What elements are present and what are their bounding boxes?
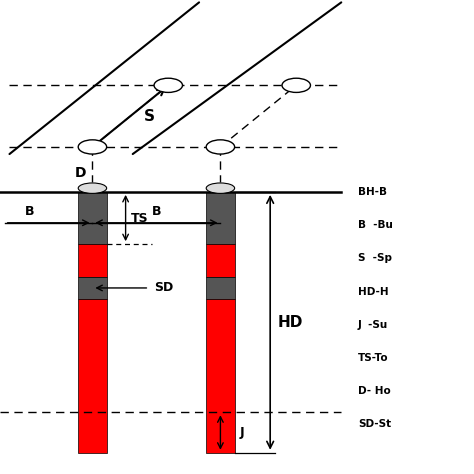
Text: J  -Su: J -Su: [358, 319, 388, 330]
Text: TS-To: TS-To: [358, 353, 389, 363]
Ellipse shape: [206, 183, 235, 193]
Text: J: J: [239, 426, 244, 439]
Text: B: B: [25, 205, 35, 218]
Text: SD: SD: [154, 282, 173, 294]
Ellipse shape: [154, 78, 182, 92]
Text: D- Ho: D- Ho: [358, 386, 391, 396]
Text: BH-B: BH-B: [358, 187, 387, 197]
Bar: [78, 277, 107, 299]
Bar: [78, 244, 107, 277]
Bar: [206, 277, 235, 299]
Text: TS: TS: [131, 211, 149, 225]
Ellipse shape: [78, 140, 107, 154]
Ellipse shape: [78, 183, 107, 193]
Bar: [206, 192, 235, 244]
Text: HD-H: HD-H: [358, 286, 389, 297]
Text: D: D: [75, 166, 86, 180]
Text: B  -Bu: B -Bu: [358, 220, 393, 230]
Ellipse shape: [206, 140, 235, 154]
Text: B: B: [152, 205, 161, 218]
Text: S  -Sp: S -Sp: [358, 253, 392, 264]
Bar: [206, 244, 235, 277]
Text: HD: HD: [277, 315, 303, 330]
Bar: [78, 192, 107, 244]
Bar: [206, 299, 235, 453]
Bar: [78, 299, 107, 453]
Text: SD-St: SD-St: [358, 419, 391, 429]
Text: S: S: [144, 109, 155, 124]
Ellipse shape: [282, 78, 310, 92]
